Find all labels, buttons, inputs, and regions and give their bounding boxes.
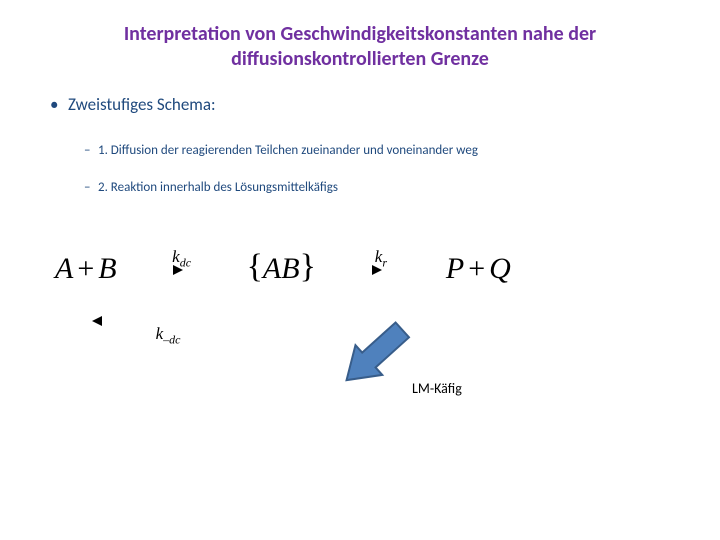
bullet-step2: 2. Reaktion innerhalb des Lösungsmittelk… [50,180,720,195]
content-area: Zweistufiges Schema: 1. Diffusion der re… [0,72,720,195]
reverse-arrow-kmdc: k–dc [93,320,243,347]
species-B: B [98,252,116,286]
plus-1: + [77,252,94,286]
bullet-step1: 1. Diffusion der reagierenden Teilchen z… [50,143,720,158]
brace-left: { [247,248,263,286]
plus-2: + [468,252,485,286]
species-P: P [446,252,464,286]
species-AB: AB [263,252,300,286]
species-Q: Q [489,252,511,286]
brace-right: } [300,248,316,286]
callout-lm-kaefig: LM-Käfig [412,380,462,397]
rate-kmdc-label: k–dc [93,324,243,347]
equation-diagram: A + B kdc {AB} kr P + Q k–dc [55,250,655,450]
species-A: A [55,252,73,286]
equation-main: A + B kdc {AB} kr P + Q [55,250,655,288]
bullet-scheme: Zweistufiges Schema: [50,94,720,115]
slide-title: Interpretation von Geschwindigkeitskonst… [0,0,720,72]
